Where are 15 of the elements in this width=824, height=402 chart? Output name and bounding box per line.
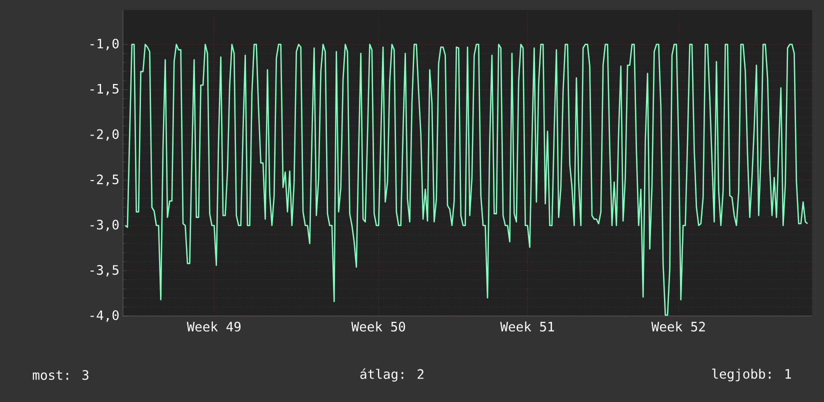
text: legjobb: 1	[712, 368, 791, 382]
x-tick-label: Week 50	[351, 322, 406, 332]
y-tick-label: -4,0	[90, 310, 119, 322]
y-tick-label: -3,5	[90, 265, 118, 276]
line-series	[124, 44, 808, 316]
text: átlag: 2	[360, 368, 424, 382]
y-tick-label: -2,0	[90, 129, 119, 141]
x-tick-label: Week 52	[651, 322, 705, 332]
y-tick-label: -3,0	[90, 220, 119, 232]
text: most: 3	[32, 370, 88, 380]
x-tick-label: Week 51	[500, 322, 554, 332]
y-tick-label: -2,5	[90, 174, 118, 186]
y-tick-label: -1,5	[90, 84, 118, 96]
y-tick-label: -1,0	[90, 38, 119, 50]
x-tick-label: Week 49	[186, 322, 241, 332]
